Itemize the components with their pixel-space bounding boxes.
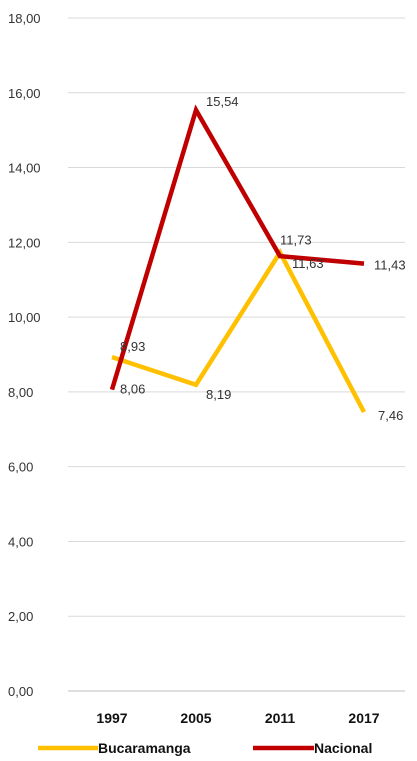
legend-label: Nacional	[314, 740, 372, 756]
data-label: 8,93	[120, 339, 145, 354]
y-tick-label: 14,00	[8, 161, 41, 176]
legend-label: Bucaramanga	[98, 740, 191, 756]
x-tick-label: 2017	[348, 710, 379, 726]
x-tick-label: 2005	[180, 710, 211, 726]
y-tick-label: 6,00	[8, 460, 33, 475]
legend-item-bucaramanga: Bucaramanga	[38, 740, 191, 756]
y-tick-label: 12,00	[8, 235, 41, 250]
data-label: 11,63	[292, 256, 324, 271]
data-label: 11,73	[280, 232, 312, 247]
data-label: 15,54	[206, 94, 239, 109]
y-tick-label: 16,00	[8, 86, 41, 101]
x-tick-label: 1997	[96, 710, 127, 726]
y-tick-label: 2,00	[8, 609, 33, 624]
series-lines	[109, 104, 366, 414]
series-line-bucaramanga	[111, 247, 366, 414]
series-line-nacional	[109, 104, 365, 391]
data-label: 8,19	[206, 387, 231, 402]
data-labels: 8,93 8,19 11,73 7,46 8,06 15,54 11,63 11,43	[120, 94, 406, 423]
gridlines	[68, 17, 405, 692]
y-tick-label: 8,00	[8, 385, 33, 400]
legend: Bucaramanga Nacional	[38, 740, 372, 756]
y-axis-tick-labels: 0,00 2,00 4,00 6,00 8,00 10,00 12,00 14,00 16,00…	[8, 11, 41, 699]
x-tick-label: 2011	[265, 710, 296, 726]
y-tick-label: 18,00	[8, 11, 41, 26]
legend-item-nacional: Nacional	[253, 740, 372, 756]
data-label: 11,43	[374, 258, 406, 273]
y-tick-label: 4,00	[8, 534, 33, 549]
y-tick-label: 0,00	[8, 684, 33, 699]
x-axis-tick-labels: 1997 2005 2011 2017	[96, 710, 379, 726]
y-tick-label: 10,00	[8, 310, 41, 325]
data-label: 7,46	[378, 408, 403, 423]
data-label: 8,06	[120, 382, 145, 397]
